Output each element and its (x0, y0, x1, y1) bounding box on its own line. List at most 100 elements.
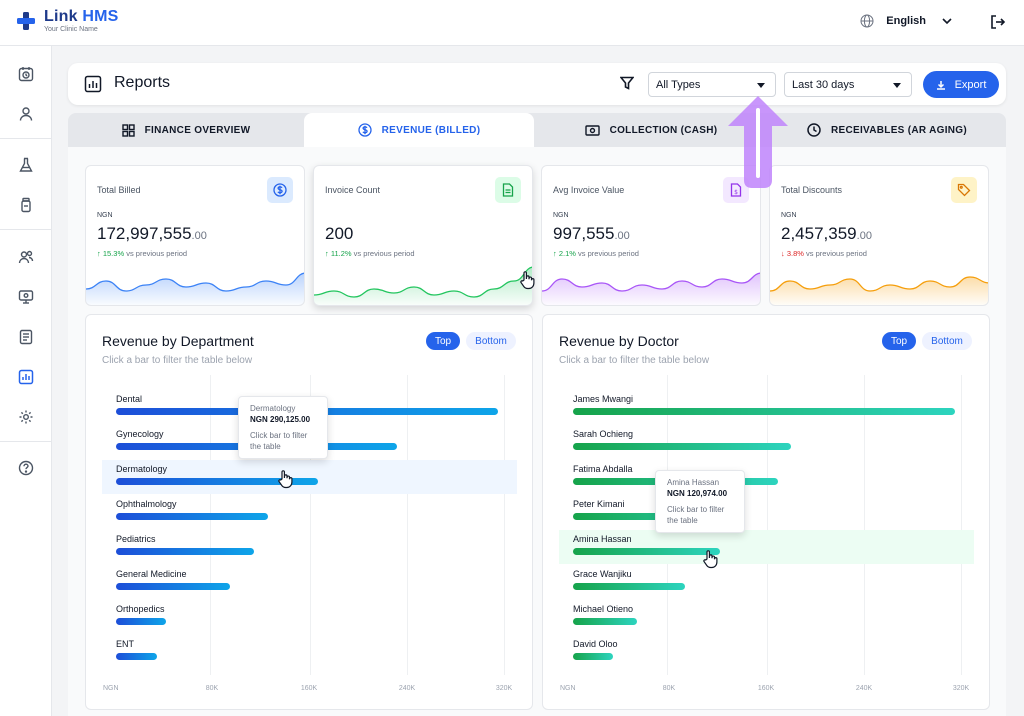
sparkline-area (770, 277, 988, 305)
axis-tick-label: 240K (855, 685, 873, 692)
axis-tick-label: NGN (560, 685, 576, 692)
tooltip-hint: Click bar to filter (250, 431, 308, 440)
chart-bar[interactable] (573, 653, 613, 660)
sidebar-item-settings[interactable] (0, 401, 52, 433)
sidebar-item-laboratory[interactable] (0, 149, 52, 181)
chart-bar[interactable] (116, 653, 158, 660)
logout-icon[interactable] (990, 14, 1006, 30)
kpi-card-total-billed[interactable]: Total Billed NGN 172,997,555.00 ↑ 15.3% … (85, 165, 305, 306)
chart-bar[interactable] (573, 618, 638, 625)
sidebar-item-records[interactable] (0, 321, 52, 353)
monitor-icon (18, 290, 34, 304)
cash-icon (584, 124, 600, 136)
bar-label: James Mwangi (573, 394, 634, 404)
flask-icon (19, 157, 33, 172)
type-filter-select[interactable]: All Types (648, 72, 776, 97)
page-title: Reports (114, 74, 171, 91)
kpi-value: 200 (325, 224, 354, 243)
chart-bar[interactable] (116, 513, 268, 520)
tooltip-name: Amina Hassan (667, 478, 720, 487)
bar-label: Michael Otieno (573, 604, 634, 614)
globe-icon (860, 14, 874, 28)
bar-label: General Medicine (116, 569, 187, 579)
chart-bar[interactable] (573, 583, 685, 590)
hand-cursor-icon (278, 470, 293, 489)
chart-gridline (310, 375, 311, 675)
dollar-icon (357, 123, 372, 137)
tooltip-value: NGN 120,974.00 (667, 489, 728, 498)
tooltip-name: Dermatology (250, 404, 296, 413)
tooltip-hint: the table (250, 442, 281, 451)
kpi-change: ↑ 2.1% vs previous period (553, 249, 639, 258)
sidebar-item-monitor[interactable] (0, 281, 52, 313)
bar-label: Amina Hassan (573, 534, 632, 544)
toggle-bottom-button[interactable]: Bottom (922, 332, 972, 350)
chart-gridline (504, 375, 505, 675)
bar-label: ENT (116, 639, 134, 649)
sidebar-item-pharmacy[interactable] (0, 189, 52, 221)
arrow-up-icon: ↑ (97, 249, 101, 258)
sparkline-area (86, 273, 304, 305)
axis-tick-label: 80K (205, 685, 219, 692)
kpi-currency: NGN (97, 212, 113, 219)
axis-tick-label: 80K (662, 685, 676, 692)
toggle-bottom-button[interactable]: Bottom (466, 332, 516, 350)
chart-gridline (210, 375, 211, 675)
kpi-change: ↑ 15.3% vs previous period (97, 249, 188, 258)
chart-bar[interactable] (116, 583, 230, 590)
sidebar-item-help[interactable] (0, 452, 52, 484)
app-logo[interactable]: Link HMS Your Clinic Name (16, 9, 119, 33)
language-selector[interactable]: English (860, 14, 952, 28)
tab-receivables-ar-aging[interactable]: RECEIVABLES (AR AGING) (768, 113, 1006, 147)
chart-bar[interactable] (573, 443, 792, 450)
date-range-select[interactable]: Last 30 days (784, 72, 912, 97)
kpi-label: Total Billed (97, 185, 141, 195)
bar-label: Orthopedics (116, 604, 165, 614)
sidebar-item-appointments[interactable] (0, 58, 52, 90)
user-icon (19, 107, 33, 121)
hand-cursor-icon (703, 550, 718, 569)
kpi-card-invoice-count[interactable]: Invoice Count 200 ↑ 11.2% vs previous pe… (313, 165, 533, 306)
chart-bar[interactable] (116, 618, 166, 625)
kpi-badge (267, 177, 293, 203)
chart-bar[interactable] (573, 548, 720, 555)
export-button[interactable]: Export (923, 71, 999, 98)
chart-bar[interactable] (573, 408, 955, 415)
bar-label: Ophthalmology (116, 499, 177, 509)
tab-revenue-billed[interactable]: REVENUE (BILLED) (304, 113, 534, 147)
reports-header: Reports All Types Last 30 days Export (68, 63, 1006, 105)
axis-tick-label: 240K (398, 685, 416, 692)
sparkline-line (770, 276, 988, 292)
arrow-down-icon: ↓ (781, 249, 785, 258)
kpi-card-total-discounts[interactable]: Total Discounts NGN 2,457,359.00 ↓ 3.8% … (769, 165, 989, 306)
kpi-card-avg-invoice-value[interactable]: Avg Invoice Value $ NGN 997,555.00 ↑ 2.1… (541, 165, 761, 306)
tab-label: RECEIVABLES (AR AGING) (830, 124, 968, 136)
toggle-top-button[interactable]: Top (426, 332, 460, 350)
kpi-change: ↓ 3.8% vs previous period (781, 249, 867, 258)
reports-chart-icon (84, 75, 102, 93)
kpi-badge (951, 177, 977, 203)
sparkline-area (314, 267, 532, 305)
tab-collection-cash[interactable]: COLLECTION (CASH) (534, 113, 768, 147)
revenue-by-department-chart: Revenue by Department Click a bar to fil… (85, 314, 533, 710)
sidebar-item-staff[interactable] (0, 241, 52, 273)
kpi-sparkline (770, 276, 988, 305)
bar-label: David Oloo (573, 639, 618, 649)
gear-icon (19, 410, 33, 424)
tooltip-hint: Click bar to filter (667, 505, 725, 514)
kpi-label: Total Discounts (781, 185, 843, 195)
chart-gridline (864, 375, 865, 675)
sidebar-divider (0, 229, 52, 230)
sidebar-item-patients[interactable] (0, 98, 52, 130)
tab-label: FINANCE OVERVIEW (144, 124, 251, 136)
toggle-top-button[interactable]: Top (882, 332, 916, 350)
invoice-icon: $ (730, 183, 742, 197)
document-icon (502, 183, 514, 197)
chart-bar[interactable] (116, 548, 255, 555)
kpi-sparkline (314, 266, 532, 305)
sidebar-item-reports[interactable] (0, 361, 52, 393)
sidebar-divider (0, 138, 52, 139)
chart-bar[interactable] (116, 478, 319, 485)
tab-finance-overview[interactable]: FINANCE OVERVIEW (68, 113, 304, 147)
download-icon (936, 80, 945, 90)
